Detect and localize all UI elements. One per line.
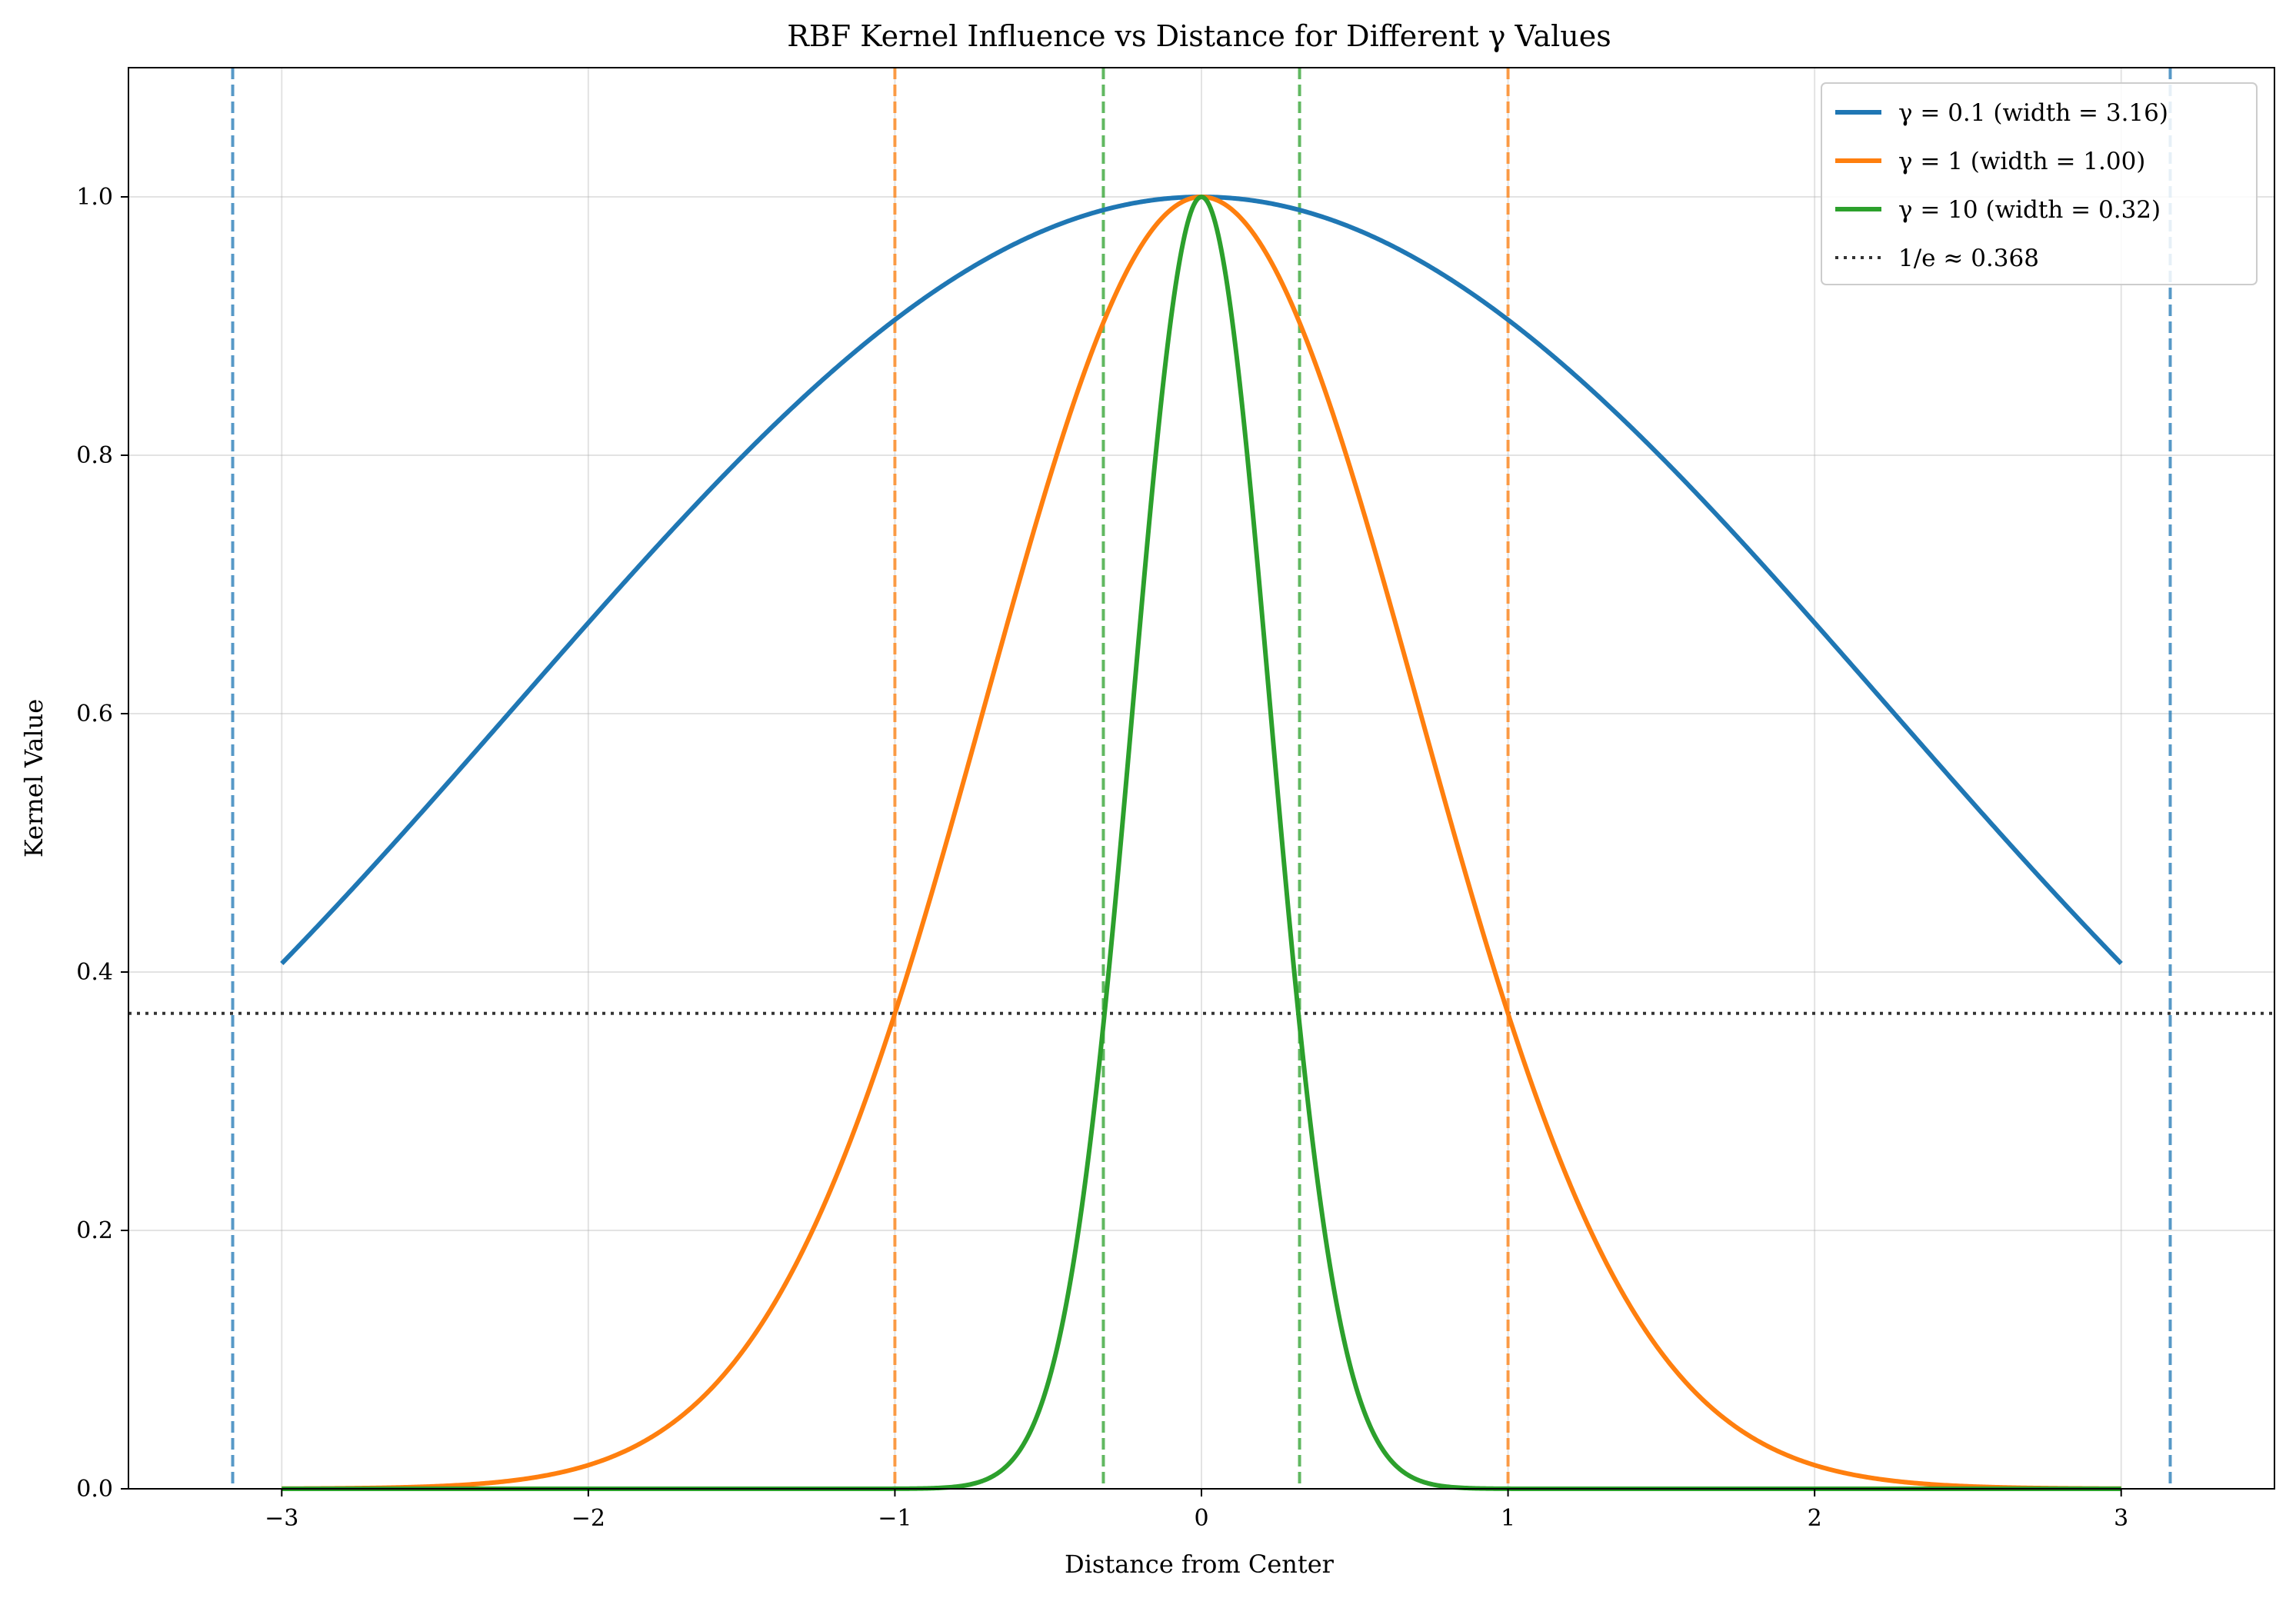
y-tick-label-0: 0.0: [76, 1476, 113, 1503]
legend-label-1: γ = 1 (width = 1.00): [1898, 148, 2145, 175]
x-tick-label-1: −2: [572, 1505, 605, 1532]
y-tick-label-2: 0.4: [76, 959, 113, 986]
y-tick-label-3: 0.6: [76, 701, 113, 727]
x-tick-label-3: 0: [1194, 1505, 1208, 1532]
vertical-markers: [231, 68, 2172, 1489]
y-tick-label-5: 1.0: [76, 184, 113, 211]
tick-layer: −3 −2 −1 0 1 2 3 0.0 0.2 0.4 0.6 0.8 1.0: [76, 184, 2128, 1532]
legend-label-2: γ = 10 (width = 0.32): [1898, 196, 2161, 224]
x-tick-label-5: 2: [1808, 1505, 1822, 1532]
legend-label-3: 1/e ≈ 0.368: [1898, 245, 2039, 272]
x-tick-label-0: −3: [265, 1505, 298, 1532]
legend-label-0: γ = 0.1 (width = 3.16): [1898, 99, 2168, 127]
chart-title: RBF Kernel Influence vs Distance for Dif…: [787, 19, 1611, 53]
y-tick-label-1: 0.2: [76, 1217, 113, 1244]
x-axis-label: Distance from Center: [1065, 1550, 1335, 1579]
legend-box: [1821, 82, 2258, 285]
x-tick-label-6: 3: [2114, 1505, 2128, 1532]
y-tick-label-4: 0.8: [76, 442, 113, 469]
y-axis-label: Kernel Value: [19, 699, 48, 857]
x-tick-label-4: 1: [1501, 1505, 1515, 1532]
x-tick-label-2: −1: [878, 1505, 911, 1532]
legend: γ = 0.1 (width = 3.16) γ = 1 (width = 1.0…: [1821, 82, 2258, 285]
